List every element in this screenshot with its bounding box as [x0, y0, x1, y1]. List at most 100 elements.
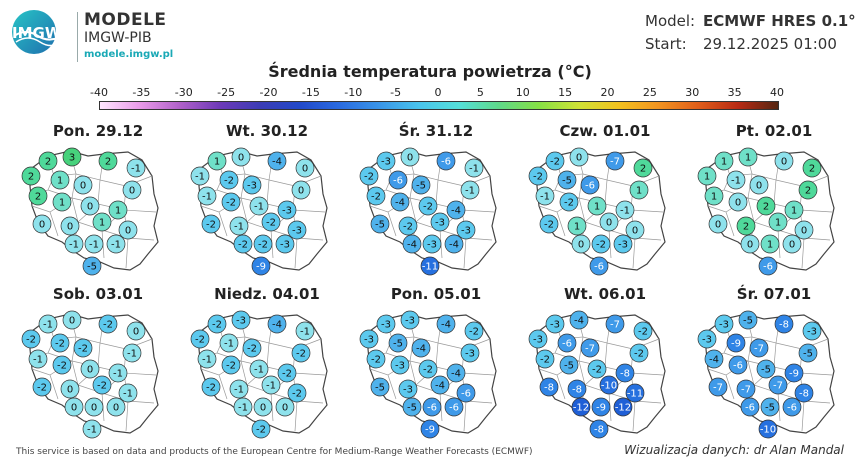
temperature-bubble: -2	[190, 329, 210, 349]
temperature-bubble: -10	[758, 419, 778, 439]
temperature-bubble: -6	[436, 151, 456, 171]
temperature-value: -1	[731, 176, 741, 187]
forecast-map-panel: Pon. 05.01 -3 -3 -4 -2 -3 -5 -4 -3 -2 -3 -2 -4 -5 -3 -4…	[356, 285, 516, 440]
temperature-bubble: -3	[231, 310, 251, 330]
temperature-value: -8	[620, 369, 630, 380]
temperature-bubble: -2	[559, 192, 579, 212]
temperature-bubble: 1	[768, 212, 788, 232]
region-border	[49, 211, 59, 237]
poland-map: 1 1 021 -1 0 210 2 10 2 100 1 0-6	[697, 147, 835, 276]
temperature-bubble: -4	[446, 200, 466, 220]
temperature-bubble: 2	[21, 166, 41, 186]
temperature-bubble: 2	[798, 180, 818, 200]
temperature-value: -4	[272, 157, 282, 168]
temperature-value: 2	[105, 157, 111, 168]
temperature-bubble: 0	[118, 220, 138, 240]
temperature-value: -5	[761, 365, 771, 376]
temperature-value: -6	[441, 157, 451, 168]
temperature-bubble: -4	[267, 314, 287, 334]
temperature-bubble: -4	[402, 234, 422, 254]
temperature-value: -3	[435, 218, 445, 229]
scale-tick-label: 10	[515, 86, 530, 99]
temperature-bubble: 1	[704, 186, 724, 206]
temperature-value: 1	[636, 186, 642, 197]
temperature-bubble: -6	[580, 175, 600, 195]
temperature-value: -2	[364, 172, 374, 183]
temperature-bubble: -2	[464, 321, 484, 341]
temperature-bubble: -2	[52, 355, 72, 375]
temperature-bubble: -4	[411, 338, 431, 358]
temperature-bubble: -4	[446, 363, 466, 383]
temperature-value: -4	[435, 381, 445, 392]
temperature-bubble: 0	[728, 192, 748, 212]
temperature-value: -7	[754, 344, 764, 355]
temperature-value: -4	[709, 355, 719, 366]
region-border	[292, 372, 326, 376]
temperature-value: -5	[803, 349, 813, 360]
temperature-value: -12	[615, 403, 631, 414]
temperature-bubble: -1	[64, 234, 84, 254]
temperature-value: -1	[266, 381, 276, 392]
temperature-bubble: 2	[802, 158, 822, 178]
temperature-bubble: -6	[728, 355, 748, 375]
temperature-value: 0	[715, 220, 721, 231]
region-border	[799, 372, 833, 376]
temperature-value: -2	[296, 349, 306, 360]
temperature-value: 0	[238, 153, 244, 164]
temperature-value: -9	[596, 403, 606, 414]
temperature-value: 2	[805, 186, 811, 197]
temperature-bubble: 0	[126, 321, 146, 341]
temperature-value: 0	[69, 316, 75, 327]
temperature-bubble: -2	[98, 314, 118, 334]
temperature-bubble: -6	[456, 383, 476, 403]
temperature-value: 1	[574, 222, 580, 233]
temperature-value: 2	[809, 164, 815, 175]
scale-tick-label: -35	[132, 86, 151, 99]
temperature-value: 0	[125, 226, 131, 237]
temperature-value: -2	[226, 198, 236, 209]
temperature-bubble: -3	[398, 379, 418, 399]
temperature-bubble: 1	[50, 170, 70, 190]
temperature-value: -2	[206, 383, 216, 394]
temperature-bubble: -3	[528, 329, 548, 349]
temperature-value: -2	[195, 335, 205, 346]
region-border	[725, 374, 735, 400]
temperature-bubble: 1	[92, 212, 112, 232]
temperature-value: -6	[393, 176, 403, 187]
temperature-bubble: -1	[726, 170, 746, 190]
temperature-value: -5	[562, 176, 572, 187]
temperature-value: 2	[640, 164, 646, 175]
temperature-value: 0	[129, 186, 135, 197]
temperature-bubble: -9	[591, 397, 611, 417]
temperature-bubble: -2	[201, 214, 221, 234]
region-border	[725, 211, 735, 237]
temperature-value: -3	[381, 320, 391, 331]
temperature-value: 0	[781, 157, 787, 168]
model-value: ECMWF HRES 0.1°	[703, 12, 856, 30]
temperature-bubble: -4	[569, 310, 589, 330]
temperature-bubble: 0	[569, 147, 589, 167]
temperature-value: 2	[35, 192, 41, 203]
temperature-value: -9	[731, 339, 741, 350]
temperature-value: 0	[87, 202, 93, 213]
temperature-value: 3	[69, 153, 75, 164]
scale-tick-label: -10	[344, 86, 363, 99]
temperature-bubble: -1	[28, 349, 48, 369]
temperature-bubble: -5	[559, 355, 579, 375]
region-border	[556, 211, 566, 237]
forecast-map-panel: Śr. 07.01 -3 -5 -8 -3 -3 -9 -7 -5 -4 -6 -5 -9 -7 -7 -7-…	[694, 285, 854, 440]
temperature-bubble: 1	[738, 147, 758, 167]
temperature-bubble: -6	[740, 397, 760, 417]
temperature-value: -2	[282, 369, 292, 380]
temperature-bubble: 3	[62, 147, 82, 167]
temperature-value: -2	[540, 355, 550, 366]
brand-url[interactable]: modele.imgw.pl	[84, 49, 174, 60]
temperature-bubble: -3	[376, 151, 396, 171]
scale-tick-label: -25	[217, 86, 236, 99]
temperature-value: 1	[721, 157, 727, 168]
region-border	[123, 209, 157, 213]
temperature-value: 0	[80, 181, 86, 192]
scale-tick-label: 35	[727, 86, 742, 99]
temperature-value: -4	[272, 320, 282, 331]
logo-divider	[77, 12, 78, 62]
